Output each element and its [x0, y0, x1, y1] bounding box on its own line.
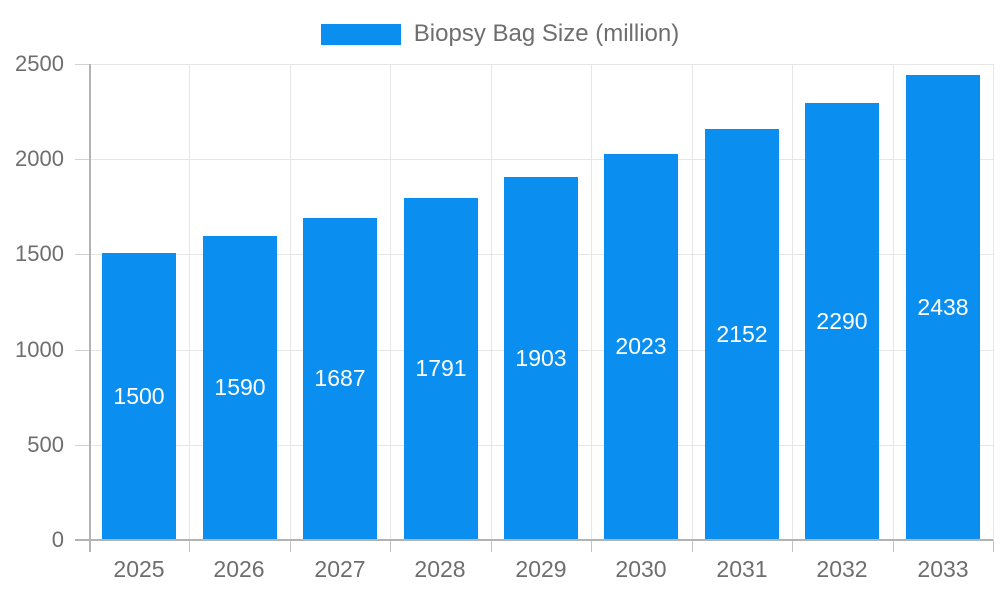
y-tick-label: 1500 [15, 241, 64, 266]
x-axis-tick [290, 540, 291, 552]
x-tick-label: 2028 [414, 556, 466, 582]
bar-value-label: 1903 [515, 344, 567, 371]
y-axis-tick [75, 254, 89, 255]
bar-value-label: 1687 [314, 365, 366, 391]
gridline-horizontal [89, 159, 993, 160]
gridline-horizontal [89, 64, 993, 65]
bar-value-label: 1590 [214, 374, 266, 400]
y-tick-label: 2000 [15, 146, 64, 171]
y-tick-label: 0 [51, 527, 64, 552]
x-axis-tick [591, 540, 592, 552]
bar: 2290 [805, 103, 879, 539]
bar-value-label: 2152 [716, 320, 768, 347]
bar-value-label: 1500 [113, 382, 165, 409]
bar: 1903 [504, 177, 578, 539]
x-axis-tick [893, 540, 894, 552]
x-axis-tick [692, 540, 693, 552]
x-tick-label: 2025 [113, 556, 165, 582]
bar-value-label: 2290 [816, 307, 868, 334]
x-tick-label: 2033 [917, 556, 969, 582]
gridline-vertical [491, 64, 492, 540]
x-axis-tick [390, 540, 391, 552]
gridline-vertical [792, 64, 793, 540]
y-axis-tick [75, 64, 89, 65]
gridline-vertical [290, 64, 291, 540]
x-tick-label: 2026 [213, 556, 265, 582]
x-axis-line [75, 539, 993, 541]
bar: 2438 [906, 75, 980, 539]
bar: 2152 [705, 129, 779, 539]
x-axis-tick [792, 540, 793, 552]
chart-legend: Biopsy Bag Size (million) [0, 20, 1000, 47]
bar: 1590 [203, 236, 277, 539]
legend-swatch [320, 23, 401, 45]
bar-value-label: 2438 [917, 293, 969, 320]
y-axis-tick [75, 350, 89, 351]
x-tick-label: 2029 [515, 556, 567, 582]
bar: 1500 [102, 253, 176, 539]
gridline-vertical [692, 64, 693, 540]
y-tick-label: 1000 [15, 337, 64, 362]
bar: 1791 [404, 198, 478, 539]
x-tick-label: 2027 [314, 556, 366, 582]
gridline-vertical [390, 64, 391, 540]
x-axis-tick [189, 540, 190, 552]
x-axis-tick [491, 540, 492, 552]
x-tick-label: 2032 [816, 556, 868, 582]
legend-label: Biopsy Bag Size (million) [413, 20, 680, 47]
y-tick-label: 2500 [15, 51, 64, 76]
gridline-vertical [993, 64, 994, 540]
x-tick-label: 2031 [716, 556, 768, 582]
gridline-vertical [893, 64, 894, 540]
bar-value-label: 1791 [415, 355, 467, 381]
y-axis-tick [75, 445, 89, 446]
gridline-vertical [189, 64, 190, 540]
bar-value-label: 2023 [615, 333, 667, 359]
legend-item-biopsy-bag-size[interactable]: Biopsy Bag Size (million) [320, 20, 680, 47]
y-axis-line [89, 64, 91, 552]
x-axis-tick [993, 540, 994, 552]
bar: 1687 [303, 218, 377, 539]
gridline-vertical [591, 64, 592, 540]
x-tick-label: 2030 [615, 556, 667, 582]
y-tick-label: 500 [27, 432, 64, 457]
bar: 2023 [604, 154, 678, 539]
y-axis-tick [75, 159, 89, 160]
